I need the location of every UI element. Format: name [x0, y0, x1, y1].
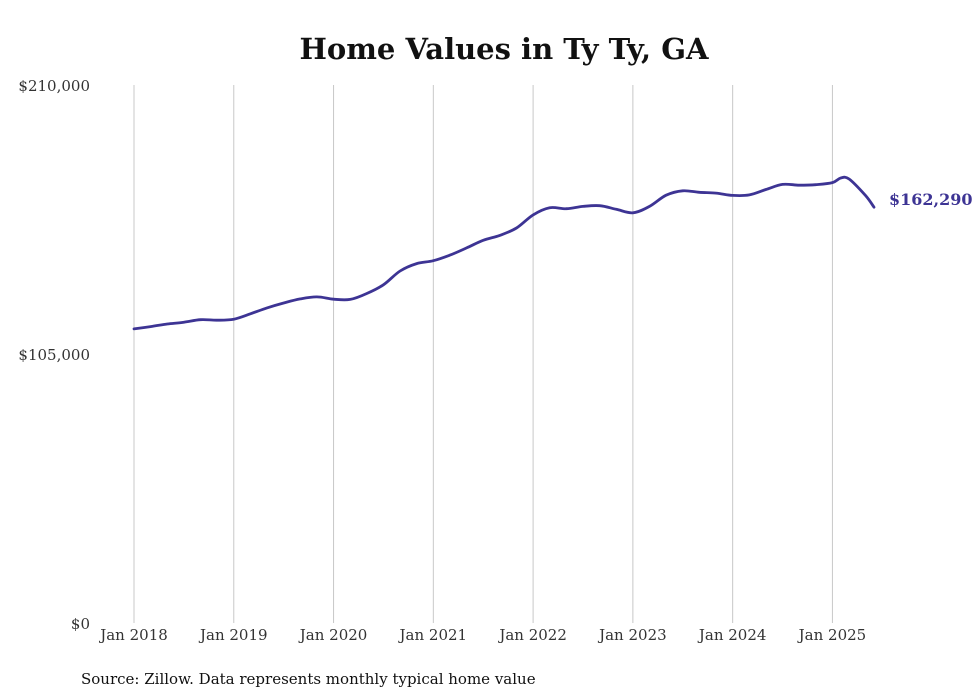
chart-title: Home Values in Ty Ty, GA: [299, 32, 709, 66]
y-tick-label: $210,000: [18, 77, 90, 95]
x-tick-label: Jan 2024: [697, 626, 767, 644]
x-tick-label: Jan 2018: [98, 626, 168, 644]
x-tick-label: Jan 2022: [497, 626, 567, 644]
x-tick-label: Jan 2021: [398, 626, 468, 644]
y-tick-label: $105,000: [18, 346, 90, 364]
x-axis: Jan 2018 Jan 2019 Jan 2020 Jan 2021 Jan 2022…: [98, 626, 866, 644]
y-tick-label: $0: [71, 615, 90, 633]
y-axis: $0 $105,000 $210,000: [18, 77, 90, 633]
end-value-label: $162,290: [889, 190, 973, 209]
x-tick-label: Jan 2025: [797, 626, 867, 644]
grid-lines: [133, 85, 833, 623]
x-tick-label: Jan 2020: [298, 626, 368, 644]
series-line: [132, 175, 876, 331]
source-note: Source: Zillow. Data represents monthly …: [81, 670, 536, 688]
x-tick-label: Jan 2019: [198, 626, 268, 644]
x-tick-label: Jan 2023: [597, 626, 667, 644]
